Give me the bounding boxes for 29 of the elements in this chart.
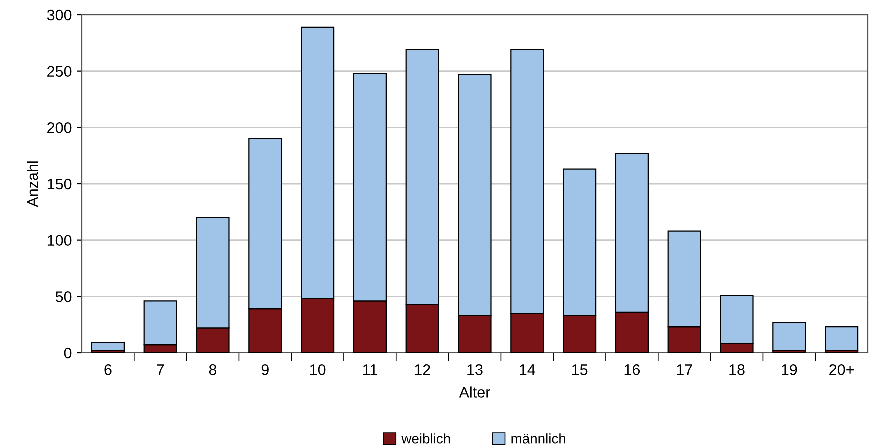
bar <box>825 326 859 352</box>
legend-label: männlich <box>512 434 566 444</box>
x-tick-label: 10 <box>310 364 326 376</box>
y-tick-label: 100 <box>48 235 72 246</box>
x-tick-label: 8 <box>209 364 217 376</box>
y-tick-label: 200 <box>48 122 72 134</box>
x-tick-label: 18 <box>730 364 745 376</box>
y-tick-label: 50 <box>56 292 72 302</box>
bar <box>772 322 806 352</box>
y-tick-label: 300 <box>47 10 72 21</box>
x-tick-label: 14 <box>520 364 536 376</box>
x-tick-label: 16 <box>624 364 640 376</box>
y-tick-label: 250 <box>48 66 72 78</box>
bar <box>91 342 125 352</box>
x-tick-label: 19 <box>782 364 798 376</box>
x-tick-label: 17 <box>677 364 692 376</box>
x-tick-label: 6 <box>104 364 112 376</box>
y-tick-label: 150 <box>48 178 72 190</box>
legend-label: weiblich <box>402 434 450 444</box>
x-tick-label: 13 <box>468 364 483 376</box>
x-tick-label: 15 <box>572 364 588 376</box>
y-axis-title: Anzahl <box>26 162 38 208</box>
y-tick-label: 0 <box>64 348 72 359</box>
x-tick-label: 12 <box>415 364 430 376</box>
x-tick-label: 9 <box>262 364 269 376</box>
x-tick-label: 11 <box>363 364 378 376</box>
x-tick-label: 20+ <box>830 364 854 376</box>
x-tick-label: 7 <box>157 364 164 376</box>
x-axis-title: Alter <box>459 386 490 398</box>
